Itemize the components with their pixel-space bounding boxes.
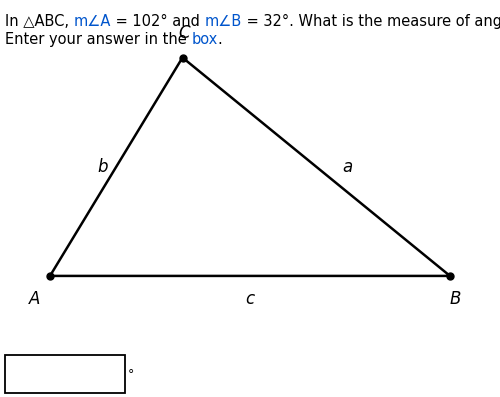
Text: A: A	[30, 290, 40, 308]
Text: C: C	[178, 24, 190, 42]
Text: Enter your answer in the: Enter your answer in the	[5, 32, 192, 47]
Text: box: box	[192, 32, 218, 47]
Text: .: .	[218, 32, 222, 47]
Text: In △ABC,: In △ABC,	[5, 14, 73, 29]
Text: = 102° and: = 102° and	[111, 14, 204, 29]
FancyBboxPatch shape	[5, 355, 125, 393]
Text: m∠B: m∠B	[204, 14, 242, 29]
Text: = 32°. What is the measure of angle: = 32°. What is the measure of angle	[242, 14, 500, 29]
Text: m∠A: m∠A	[74, 14, 111, 29]
Text: c: c	[246, 290, 254, 308]
Text: b: b	[97, 158, 108, 176]
Text: B: B	[450, 290, 460, 308]
Text: °: °	[128, 368, 134, 381]
Text: a: a	[342, 158, 352, 176]
